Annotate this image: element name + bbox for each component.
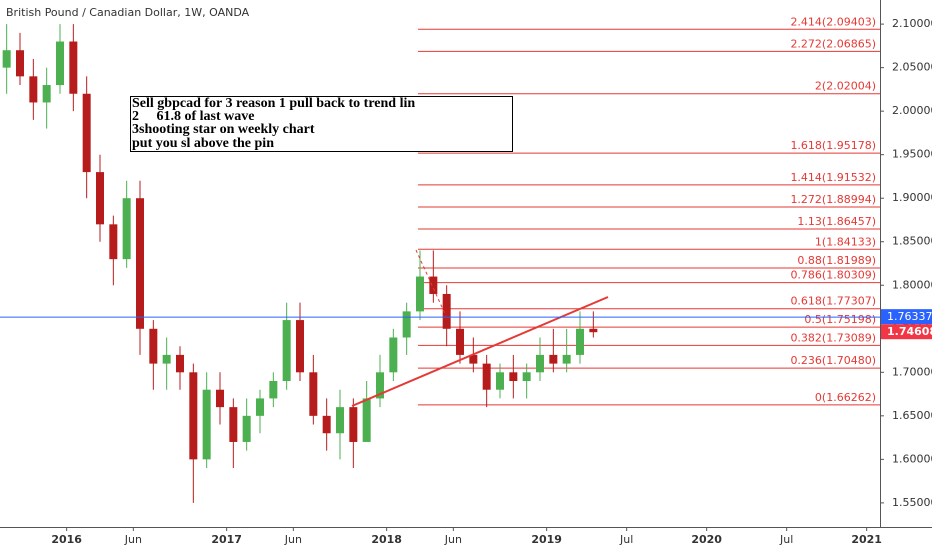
- candle-body: [589, 328, 598, 333]
- fib-label: 0.618(1.77307): [790, 295, 876, 308]
- candle-body: [82, 93, 91, 173]
- candle-body: [469, 354, 478, 364]
- candle-body: [536, 354, 544, 373]
- x-tick-label: Jul: [779, 533, 793, 546]
- annotation-box: [130, 96, 513, 152]
- candle-body: [402, 311, 411, 338]
- fib-label: 1.13(1.86457): [797, 215, 876, 228]
- fib-label: 1.272(1.88994): [790, 193, 876, 206]
- fib-label: 0.236(1.70480): [790, 354, 876, 367]
- x-tick-label: Jul: [619, 533, 633, 546]
- y-tick-label: 2.10000: [892, 17, 932, 30]
- candle-body: [176, 354, 184, 373]
- fib-label: 1.618(1.95178): [790, 139, 876, 152]
- candle-body: [522, 372, 531, 382]
- candle-body: [162, 354, 171, 364]
- candle-body: [429, 276, 438, 294]
- annotation-line: 2 61.8 of last wave: [132, 109, 255, 124]
- y-tick-label: 1.80000: [892, 278, 932, 291]
- trend-line: [351, 296, 609, 407]
- y-tick-label: 1.55000: [892, 496, 932, 509]
- candle-body: [269, 381, 278, 399]
- x-tick-label: 2018: [371, 533, 402, 546]
- fib-label: 1(1.84133): [815, 235, 876, 248]
- candle-body: [256, 398, 264, 416]
- y-tick-label: 2.05000: [892, 61, 932, 74]
- y-tick-label: 2.00000: [892, 104, 932, 117]
- candle-body: [376, 372, 384, 399]
- fib-label: 0.5(1.75198): [804, 313, 876, 326]
- fib-label: 1.414(1.91532): [790, 171, 876, 184]
- candle-body: [456, 328, 464, 355]
- annotation-line: 3shooting star on weekly chart: [132, 122, 315, 137]
- candle-body: [216, 389, 224, 408]
- fib-label: 0.786(1.80309): [790, 269, 876, 282]
- fib-label: 0.88(1.81989): [797, 254, 876, 267]
- candle-body: [442, 293, 451, 329]
- x-tick-label: Jun: [284, 533, 302, 546]
- x-tick-label: 2021: [851, 533, 882, 546]
- y-tick-label: 1.85000: [892, 235, 932, 248]
- last-price-box: [881, 324, 932, 340]
- candle-body: [509, 372, 518, 382]
- x-tick-label: Jun: [444, 533, 462, 546]
- fib-label: 2.414(2.09403): [790, 15, 876, 28]
- y-tick-label: 1.70000: [892, 365, 932, 378]
- fib-label: 0(1.66262): [815, 391, 876, 404]
- candle-body: [56, 41, 64, 86]
- x-tick-label: 2017: [211, 533, 242, 546]
- candle-body: [242, 415, 251, 442]
- candle-body: [96, 172, 104, 225]
- annotation-line: Sell gbpcad for 3 reason 1 pull back to …: [132, 96, 415, 111]
- candle-body: [322, 415, 331, 434]
- fib-base-line: [415, 249, 447, 317]
- candle-body: [29, 76, 38, 103]
- fib-label: 2(2.02004): [815, 80, 876, 93]
- candle-body: [149, 328, 158, 364]
- x-tick-label: 2019: [531, 533, 562, 546]
- y-tick-label: 1.60000: [892, 452, 932, 465]
- candle-body: [482, 363, 491, 390]
- y-tick-label: 1.90000: [892, 191, 932, 204]
- annotation-line: put you sl above the pin: [132, 136, 274, 151]
- fib-label: 0.382(1.73089): [790, 331, 876, 344]
- chart-title: British Pound / Canadian Dollar, 1W, OAN…: [6, 6, 250, 19]
- candle-body: [202, 389, 211, 460]
- x-tick-label: 2020: [691, 533, 722, 546]
- candle-body: [136, 198, 144, 329]
- candle-body: [122, 198, 131, 260]
- candle-body: [109, 224, 118, 260]
- candle-body: [296, 320, 304, 373]
- candle-body: [389, 337, 398, 373]
- last-price-label: 1.74608: [887, 325, 932, 338]
- candle-body: [362, 398, 371, 442]
- y-tick-label: 1.65000: [892, 409, 932, 422]
- candle-body: [549, 354, 558, 364]
- price-box-label: 1.76337: [887, 310, 932, 323]
- candle-body: [16, 50, 24, 77]
- fib-label: 2.272(2.06865): [790, 37, 876, 50]
- candle-body: [576, 328, 584, 355]
- candle-body: [2, 50, 11, 68]
- candle-body: [309, 372, 318, 416]
- candle-body: [42, 85, 51, 103]
- candle-body: [229, 407, 238, 442]
- candle-body: [69, 41, 78, 94]
- x-tick-label: Jun: [124, 533, 142, 546]
- x-tick-label: 2016: [51, 533, 82, 546]
- candle-body: [336, 407, 344, 434]
- plot-area: 0(1.66262) 0.236(1.70480) 0.382(1.73089) 0.…: [2, 15, 880, 503]
- candle-body: [562, 354, 571, 364]
- y-tick-label: 1.95000: [892, 148, 932, 161]
- candle-body: [349, 407, 358, 442]
- price-box: [881, 309, 932, 325]
- candle-body: [416, 276, 424, 312]
- candle-body: [282, 320, 291, 382]
- candle-body: [189, 372, 198, 460]
- candle-body: [496, 372, 504, 390]
